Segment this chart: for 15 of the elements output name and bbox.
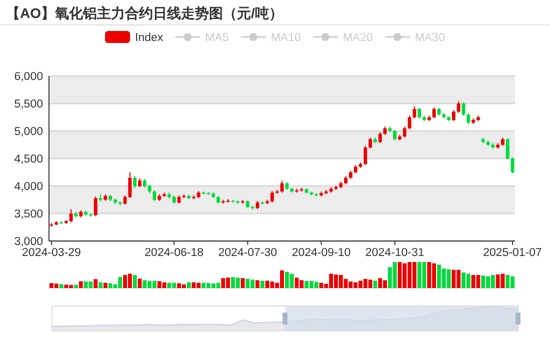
x-tick-label: 2024-10-31	[365, 247, 424, 259]
y-tick-label: 3,500	[14, 208, 43, 220]
chart-title: 【AO】氧化铝主力合约日线走势图（元/吨）	[6, 5, 283, 21]
y-tick-label: 4,000	[14, 181, 43, 193]
x-tick-label: 2024-09-10	[292, 247, 351, 259]
y-tick-label: 5,500	[14, 98, 43, 110]
x-tick-label: 2025-01-07	[483, 247, 542, 259]
x-tick-label: 2024-03-29	[22, 247, 81, 259]
y-tick-label: 6,000	[14, 71, 43, 83]
x-tick-label: 2024-06-18	[144, 247, 204, 259]
y-tick-label: 3,000	[14, 236, 43, 248]
y-tick-label: 5,000	[14, 126, 43, 138]
x-tick-label: 2024-07-30	[218, 247, 278, 259]
y-tick-label: 4,500	[14, 154, 43, 166]
legend-label: Index	[135, 32, 164, 44]
